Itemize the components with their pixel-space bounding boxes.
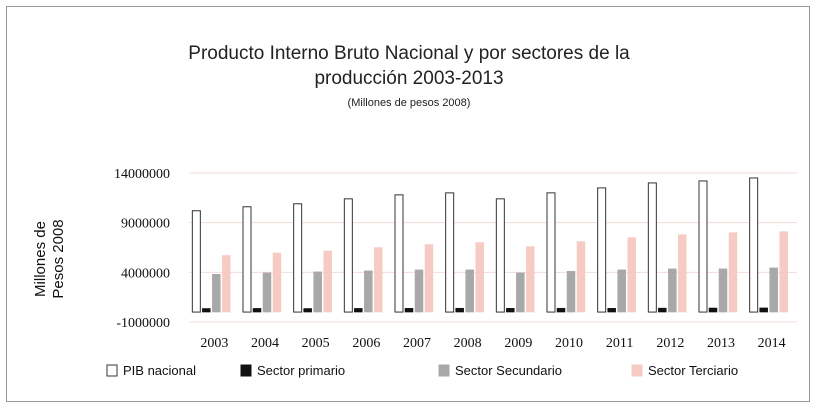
- x-tick-label: 2014: [758, 336, 786, 351]
- y-tick-label: 9000000: [121, 217, 170, 232]
- bar-sector-primario-2007: [404, 308, 414, 313]
- bar-sector-terciario-2003: [222, 255, 231, 313]
- legend-label: Sector Terciario: [648, 363, 738, 378]
- bar-sector-secundario-2006: [364, 270, 373, 313]
- chart-title-line2: producción 2003-2013: [314, 68, 503, 89]
- bar-sector-terciario-2004: [272, 252, 282, 313]
- bar-pib-nacional-2010: [546, 192, 556, 313]
- y-axis-title: Millones de Pesos 2008: [32, 219, 67, 298]
- x-tick-label: 2012: [656, 336, 684, 351]
- bar-sector-secundario-2008: [465, 269, 474, 313]
- bar-sector-secundario-2005: [313, 271, 322, 313]
- bar-pib-nacional-2012: [647, 182, 657, 313]
- bar-sector-primario-2012: [658, 307, 667, 313]
- x-tick-label: 2007: [403, 336, 431, 351]
- x-tick-label: 2011: [606, 336, 633, 351]
- bar-sector-primario-2005: [303, 308, 312, 313]
- legend-swatch: [438, 364, 450, 377]
- bar-sector-secundario-2010: [566, 271, 576, 313]
- bar-sector-primario-2003: [202, 308, 211, 313]
- chart-subtitle: (Millones de pesos 2008): [348, 97, 471, 109]
- bar-pib-nacional-2004: [242, 206, 252, 313]
- bar-pib-nacional-2013: [698, 180, 708, 313]
- x-tick-label: 2013: [707, 336, 735, 351]
- bar-sector-primario-2004: [252, 308, 262, 313]
- chart-frame: Producto Interno Bruto Nacional y por se…: [6, 6, 810, 402]
- legend: PIB nacional Sector primario Sector Secund…: [106, 363, 738, 378]
- x-tick-label: 2008: [454, 336, 482, 351]
- bar-sector-secundario-2013: [718, 268, 728, 313]
- legend-swatch: [631, 364, 643, 377]
- bars: [191, 177, 788, 313]
- x-tick-label: 2003: [200, 336, 228, 351]
- bar-sector-secundario-2009: [516, 272, 525, 313]
- bar-sector-terciario-2012: [678, 234, 687, 313]
- bar-sector-secundario-2012: [668, 268, 677, 313]
- legend-swatch: [106, 364, 118, 377]
- bar-pib-nacional-2005: [293, 203, 303, 313]
- bar-pib-nacional-2011: [597, 187, 607, 313]
- bar-pib-nacional-2007: [394, 194, 404, 313]
- bar-sector-terciario-2013: [728, 232, 738, 313]
- legend-swatch: [240, 364, 252, 377]
- bar-sector-secundario-2003: [212, 274, 221, 313]
- bar-sector-terciario-2007: [424, 244, 434, 313]
- bar-sector-terciario-2011: [627, 237, 636, 313]
- bar-sector-terciario-2009: [526, 246, 535, 313]
- bar-sector-terciario-2006: [374, 247, 383, 313]
- bar-sector-terciario-2008: [475, 242, 484, 313]
- x-tick-label: 2010: [555, 336, 583, 351]
- bar-sector-secundario-2014: [769, 267, 778, 313]
- bar-sector-primario-2006: [354, 308, 363, 313]
- bar-pib-nacional-2014: [749, 177, 759, 313]
- bar-sector-primario-2010: [556, 307, 566, 313]
- bar-sector-primario-2013: [708, 307, 718, 313]
- bar-sector-secundario-2011: [617, 269, 626, 313]
- y-tick-label: 14000000: [114, 167, 170, 182]
- bar-sector-secundario-2004: [262, 272, 272, 313]
- y-tick-label: -1000000: [116, 316, 170, 331]
- y-tick-labels: 14000000 9000000 4000000 -1000000: [114, 167, 170, 331]
- x-tick-labels: 2003 2004 2005 2006 2007 2008 2009 2010 2011 2012…: [200, 336, 785, 351]
- x-tick-label: 2004: [251, 336, 279, 351]
- bar-pib-nacional-2008: [445, 192, 455, 313]
- bar-sector-terciario-2014: [779, 231, 788, 313]
- bar-sector-secundario-2007: [414, 269, 424, 313]
- chart-svg: Producto Interno Bruto Nacional y por se…: [32, 43, 797, 378]
- bar-sector-primario-2009: [506, 308, 515, 313]
- legend-label: Sector Secundario: [455, 363, 562, 378]
- y-axis-title-line2: Pesos 2008: [50, 219, 67, 298]
- bar-pib-nacional-2009: [495, 198, 505, 313]
- bar-sector-primario-2008: [455, 307, 464, 313]
- legend-label: Sector primario: [257, 363, 345, 378]
- bar-pib-nacional-2003: [191, 210, 201, 313]
- y-tick-label: 4000000: [121, 266, 170, 281]
- x-tick-label: 2005: [302, 336, 330, 351]
- bar-pib-nacional-2006: [343, 198, 353, 313]
- x-tick-label: 2009: [504, 336, 532, 351]
- y-axis-title-line1: Millones de: [32, 221, 49, 297]
- chart-title-line1: Producto Interno Bruto Nacional y por se…: [188, 43, 630, 64]
- bar-sector-primario-2014: [759, 307, 768, 313]
- legend-label: PIB nacional: [123, 363, 196, 378]
- bar-sector-terciario-2005: [323, 250, 332, 313]
- bar-sector-primario-2011: [607, 308, 616, 313]
- x-tick-label: 2006: [352, 336, 380, 351]
- gridlines: [189, 172, 797, 323]
- bar-sector-terciario-2010: [576, 241, 586, 313]
